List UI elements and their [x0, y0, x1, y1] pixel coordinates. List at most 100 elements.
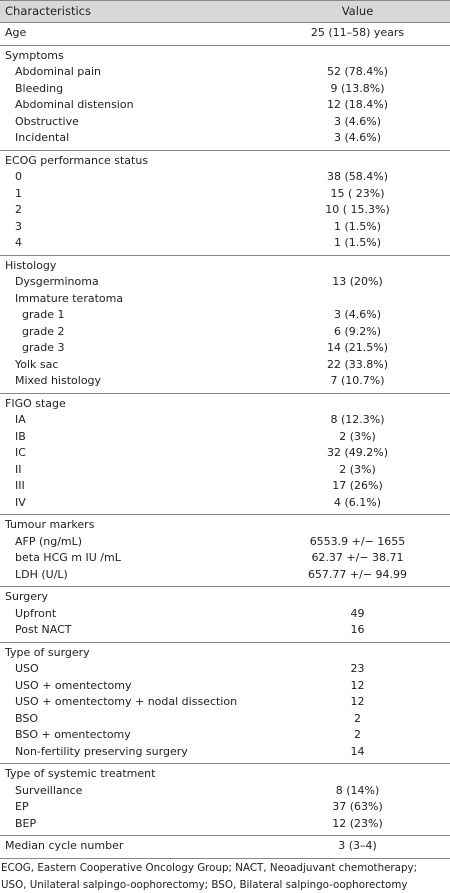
- row-label: Mixed histology: [15, 374, 102, 387]
- section: Surgery Upfront 49 Post NACT 16: [0, 587, 450, 643]
- table-row: 0 38 (58.4%): [0, 169, 450, 186]
- row-value: 2: [354, 711, 361, 725]
- row-label: Median cycle number: [5, 839, 124, 852]
- row-value: 6 (9.2%): [333, 324, 382, 338]
- row-label: Abdominal distension: [15, 98, 134, 111]
- row-value: 14: [350, 744, 365, 758]
- row-label: LDH (U/L): [15, 567, 68, 581]
- row-value: 3 (4.6%): [333, 131, 382, 144]
- row-label: Upfront: [15, 606, 57, 620]
- row-value: 25 (11–58) years: [310, 26, 405, 39]
- row-value: 9 (13.8%): [330, 81, 385, 95]
- footnote: ECOG, Eastern Cooperative Oncology Group…: [0, 860, 450, 893]
- row-label: 2: [15, 203, 22, 216]
- table-row: Abdominal distension 12 (18.4%): [0, 97, 450, 114]
- row-label: Age: [5, 26, 27, 39]
- row-label: BEP: [15, 816, 37, 830]
- table-row: USO 23: [0, 661, 450, 678]
- table-row: IA 8 (12.3%): [0, 412, 450, 429]
- row-label: Incidental: [15, 131, 70, 144]
- row-value: 1 (1.5%): [333, 219, 382, 233]
- row-value: 14 (21.5%): [326, 341, 389, 354]
- row-label: Non-fertility preserving surgery: [15, 744, 188, 758]
- table-row: Abdominal pain 52 (78.4%): [0, 64, 450, 81]
- table-row: Surgery: [0, 589, 450, 606]
- row-label: BSO: [15, 711, 38, 725]
- table-row: Upfront 49: [0, 606, 450, 623]
- row-label: 0: [15, 170, 22, 183]
- table-row: Bleeding 9 (13.8%): [0, 81, 450, 98]
- table-row: beta HCG m IU /mL 62.37 +/− 38.71: [0, 550, 450, 567]
- table-row: 3 1 (1.5%): [0, 219, 450, 236]
- row-value: 4 (6.1%): [333, 495, 382, 509]
- table-row: 1 15 ( 23%): [0, 186, 450, 203]
- row-value: 17 (26%): [332, 479, 383, 492]
- table-row: 4 1 (1.5%): [0, 235, 450, 252]
- table-row: Histology: [0, 258, 450, 275]
- footnote-line: USO, Unilateral salpingo-oophorectomy; B…: [1, 878, 408, 891]
- table-row: Symptoms: [0, 48, 450, 65]
- row-label: Tumour markers: [5, 518, 95, 531]
- table-row: III 17 (26%): [0, 478, 450, 495]
- row-label: USO + omentectomy + nodal dissection: [15, 695, 238, 708]
- row-value: 2: [354, 728, 361, 741]
- row-label: FIGO stage: [5, 396, 66, 410]
- row-label: Bleeding: [15, 81, 64, 95]
- row-label: 1: [15, 186, 22, 200]
- row-value: 8 (12.3%): [330, 413, 385, 426]
- row-value: 12 (18.4%): [326, 98, 389, 111]
- table-row: Age 25 (11–58) years: [0, 25, 450, 42]
- row-label: Obstructive: [15, 114, 79, 128]
- row-value: 3 (3–4): [338, 839, 377, 852]
- row-label: USO + omentectomy: [15, 678, 132, 692]
- row-label: Type of systemic treatment: [5, 767, 156, 780]
- row-value: 12: [350, 678, 365, 692]
- row-label: III: [15, 479, 25, 492]
- row-label: ECOG performance status: [5, 153, 149, 167]
- row-value: 13 (20%): [332, 275, 383, 288]
- section: ECOG performance status 0 38 (58.4%) 1 15 ( …: [0, 151, 450, 256]
- row-label: BSO + omentectomy: [15, 728, 131, 741]
- row-value: 23: [350, 662, 365, 675]
- row-value: [265, 291, 450, 308]
- table-row: Post NACT 16: [0, 622, 450, 639]
- row-label: beta HCG m IU /mL: [15, 551, 121, 564]
- row-value: 3 (4.6%): [333, 308, 382, 321]
- table-row: Type of systemic treatment: [0, 766, 450, 783]
- table-row: EP 37 (63%): [0, 799, 450, 816]
- row-label: Histology: [5, 258, 57, 272]
- row-label: 4: [15, 236, 22, 249]
- table-row: grade 3 14 (21.5%): [0, 340, 450, 357]
- row-label: IB: [15, 429, 26, 443]
- section: Histology Dysgerminoma 13 (20%) Immature te…: [0, 256, 450, 394]
- table-row: II 2 (3%): [0, 462, 450, 479]
- row-value: 37 (63%): [332, 800, 383, 813]
- row-label: Immature teratoma: [15, 291, 124, 305]
- table-row: Obstructive 3 (4.6%): [0, 114, 450, 131]
- row-label: IV: [15, 495, 26, 509]
- table-row: grade 2 6 (9.2%): [0, 324, 450, 341]
- row-value: 49: [350, 606, 365, 620]
- row-value: 15 ( 23%): [330, 186, 385, 200]
- row-value: 12: [350, 695, 365, 708]
- row-value: 1 (1.5%): [333, 236, 382, 249]
- row-label: AFP (ng/mL): [15, 534, 83, 548]
- table-row: BSO + omentectomy 2: [0, 727, 450, 744]
- row-value: 8 (14%): [335, 783, 380, 797]
- table-row: ECOG performance status: [0, 153, 450, 170]
- section: Age 25 (11–58) years: [0, 23, 450, 46]
- row-label: Dysgerminoma: [15, 275, 99, 288]
- row-label: IC: [15, 446, 26, 459]
- row-value: 7 (10.7%): [330, 374, 385, 387]
- row-label: Post NACT: [15, 623, 72, 636]
- row-value: 38 (58.4%): [326, 170, 389, 183]
- table-row: Immature teratoma: [0, 291, 450, 308]
- row-label: Abdominal pain: [15, 65, 102, 78]
- row-label: EP: [15, 800, 29, 813]
- table-row: LDH (U/L) 657.77 +/− 94.99: [0, 567, 450, 584]
- row-value: [265, 589, 450, 606]
- row-value: 2 (3%): [339, 429, 376, 443]
- row-label: Yolk sac: [15, 357, 59, 371]
- table-row: Tumour markers: [0, 517, 450, 534]
